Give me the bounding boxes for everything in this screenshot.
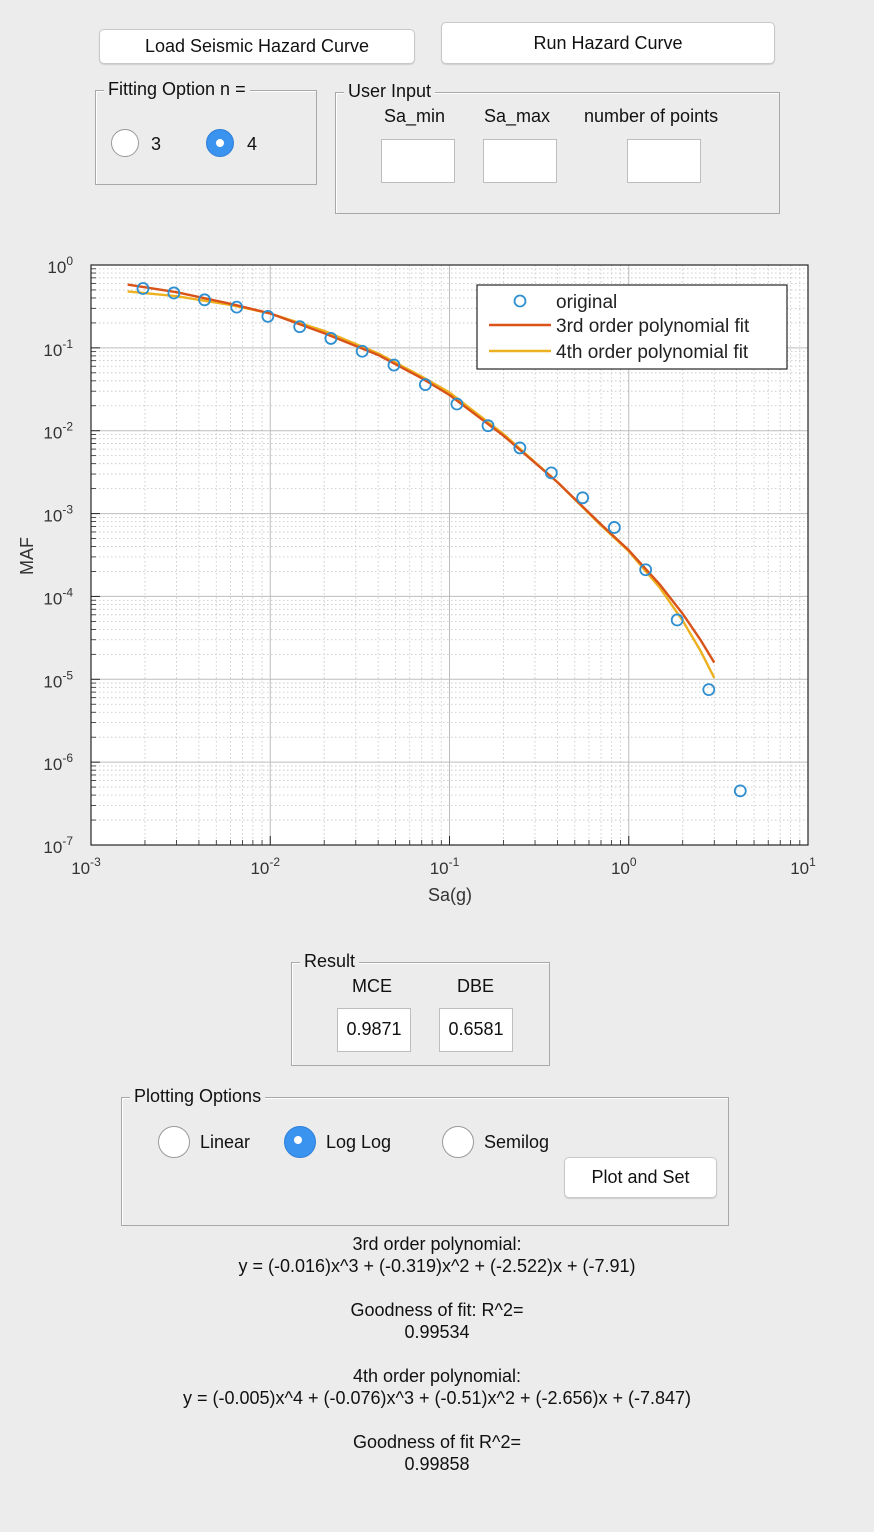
plotting-options-title: Plotting Options — [130, 1085, 266, 1107]
legend-fit3-label: 3rd order polynomial fit — [556, 316, 750, 337]
fitting-radio-3-label: 3 — [151, 134, 162, 154]
fourth-order-equation: y = (-0.005)x^4 + (-0.076)x^3 + (-0.51)x… — [182, 1388, 692, 1408]
user-input-panel: User Input — [335, 80, 780, 214]
fitting-radio-4-label: 4 — [247, 134, 258, 154]
sa-min-label: Sa_min — [384, 106, 446, 126]
fourth-order-title: 4th order polynomial: — [352, 1366, 522, 1386]
y-tick-label: 10-5 — [43, 668, 73, 691]
original-data-point — [198, 293, 211, 307]
load-seismic-hazard-curve-button[interactable]: Load Seismic Hazard Curve — [99, 29, 415, 64]
third-order-title: 3rd order polynomial: — [352, 1234, 522, 1254]
original-data-point — [418, 378, 432, 392]
original-data-point — [576, 491, 590, 505]
y-tick-label: 10-4 — [43, 585, 73, 608]
third-order-gof-label: Goodness of fit: R^2= — [350, 1300, 524, 1320]
dbe-value-field[interactable]: 0.6581 — [439, 1008, 513, 1052]
y-tick-label: 100 — [47, 254, 73, 277]
series-4th-order-fit-line — [127, 290, 716, 679]
original-data-point — [261, 309, 275, 323]
x-tick-label: 10-2 — [250, 855, 280, 878]
original-data-point — [167, 286, 181, 300]
x-tick-label: 100 — [611, 855, 637, 878]
dbe-label: DBE — [457, 976, 495, 996]
y-tick-label: 10-3 — [43, 503, 73, 526]
plot-radio-semilog-label: Semilog — [484, 1132, 550, 1152]
third-order-gof-value: 0.99534 — [404, 1322, 470, 1342]
x-axis-label: Sa(g) — [428, 885, 472, 905]
legend-original-label: original — [556, 292, 617, 313]
chart-legend: original 3rd order polynomial fit 4th or… — [476, 284, 788, 370]
x-tick-label: 101 — [790, 855, 816, 878]
plotting-options-panel: Plotting Options — [121, 1085, 729, 1226]
y-tick-label: 10-7 — [43, 834, 73, 857]
legend-box — [476, 284, 788, 370]
result-title: Result — [300, 950, 360, 972]
series-3rd-order-fit-line — [127, 283, 716, 664]
original-data-point — [324, 332, 338, 345]
original-data-point — [481, 419, 495, 433]
y-tick-label: 10-6 — [43, 751, 73, 774]
x-tick-label: 10-1 — [430, 855, 460, 878]
original-data-point — [513, 441, 527, 455]
sa-max-input[interactable] — [483, 139, 557, 183]
mce-label: MCE — [352, 976, 392, 996]
fitting-radio-4[interactable] — [206, 129, 234, 157]
y-tick-label: 10-2 — [43, 420, 73, 443]
plot-radio-loglog-label: Log Log — [326, 1132, 392, 1152]
number-of-points-label: number of points — [584, 106, 719, 126]
third-order-equation: y = (-0.016)x^3 + (-0.319)x^2 + (-2.522)… — [238, 1256, 636, 1276]
legend-original-marker — [513, 294, 527, 308]
plot-radio-linear-label: Linear — [200, 1132, 251, 1152]
fourth-order-gof-value: 0.99858 — [404, 1454, 470, 1474]
user-input-title: User Input — [344, 80, 436, 102]
plot-radio-loglog[interactable] — [284, 1126, 316, 1158]
original-data-point — [293, 320, 307, 334]
fitting-option-panel: Fitting Option n = — [95, 78, 317, 185]
result-panel: Result — [291, 950, 550, 1066]
original-data-point — [136, 282, 150, 295]
original-data-point — [639, 563, 653, 577]
plot-frame — [90, 264, 809, 846]
sa-max-label: Sa_max — [484, 106, 551, 126]
original-data-point — [230, 300, 244, 314]
original-data-point — [355, 344, 369, 358]
number-of-points-input[interactable] — [627, 139, 701, 183]
original-data-point — [733, 784, 747, 798]
fitting-option-title: Fitting Option n = — [104, 78, 250, 100]
run-hazard-curve-button[interactable]: Run Hazard Curve — [441, 22, 775, 64]
legend-fit4-label: 4th order polynomial fit — [556, 342, 749, 363]
original-data-point — [670, 613, 684, 627]
fitting-radio-3[interactable] — [111, 129, 139, 157]
y-tick-label: 10-1 — [43, 337, 73, 360]
x-tick-label: 10-3 — [71, 855, 101, 878]
y-axis-label: MAF — [17, 537, 37, 575]
mce-value-field[interactable]: 0.9871 — [337, 1008, 411, 1052]
plot-area — [91, 265, 808, 845]
original-data-point — [450, 397, 464, 411]
fourth-order-gof-label: Goodness of fit R^2= — [352, 1432, 522, 1452]
original-data-point — [544, 466, 558, 480]
plot-radio-semilog[interactable] — [442, 1126, 474, 1158]
sa-min-input[interactable] — [381, 139, 455, 183]
original-data-point — [387, 358, 401, 372]
original-data-point — [607, 521, 621, 534]
plot-radio-linear[interactable] — [158, 1126, 190, 1158]
plot-and-set-button[interactable]: Plot and Set — [564, 1157, 717, 1198]
original-data-point — [702, 683, 716, 697]
